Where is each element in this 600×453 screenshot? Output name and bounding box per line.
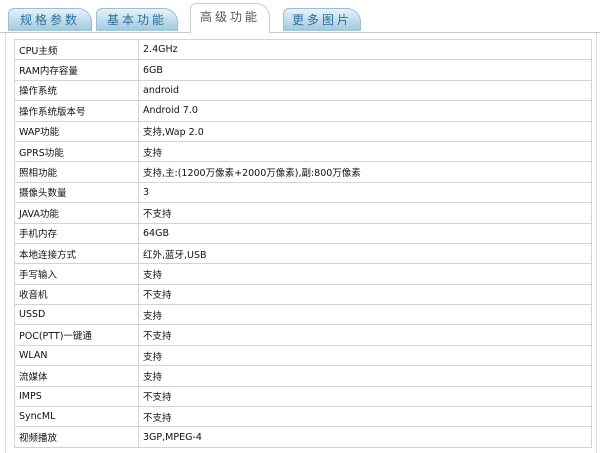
table-row: 视频播放 3GP,MPEG-4 <box>14 426 592 448</box>
spec-value: 64GB <box>138 222 592 244</box>
spec-value: 6GB <box>138 59 592 81</box>
spec-value: 3GP,MPEG-4 <box>138 426 592 448</box>
spec-name: 手机内存 <box>14 222 139 244</box>
table-row: 摄像头数量 3 <box>14 181 592 204</box>
table-row: 流媒体 支持 <box>14 365 592 387</box>
spec-value: 3 <box>138 181 592 204</box>
spec-value: 不支持 <box>138 324 592 346</box>
spec-value: android <box>138 79 592 102</box>
tab-basic-functions[interactable]: 基本功能 <box>96 8 178 31</box>
spec-name: 流媒体 <box>14 365 139 387</box>
tab-specs[interactable]: 规格参数 <box>8 8 92 31</box>
tab-more-images[interactable]: 更多图片 <box>283 8 361 31</box>
spec-value: 支持 <box>138 263 592 285</box>
spec-value: 支持 <box>138 304 592 326</box>
tab-advanced-functions[interactable]: 高级功能 <box>190 3 270 34</box>
table-row: IMPS 不支持 <box>14 385 592 408</box>
spec-name: 视频播放 <box>14 426 139 448</box>
spec-name: 手写输入 <box>14 263 139 285</box>
table-row: USSD 支持 <box>14 304 592 326</box>
spec-name: 摄像头数量 <box>14 181 139 204</box>
spec-value: 支持 <box>138 140 592 163</box>
table-row: WLAN 支持 <box>14 344 592 367</box>
table-row: POC(PTT)一键通 不支持 <box>14 324 592 346</box>
spec-name: 照相功能 <box>14 161 139 183</box>
spec-name: GPRS功能 <box>14 140 139 163</box>
spec-value: 支持,主:(1200万像素+2000万像素),副:800万像素 <box>138 161 592 183</box>
spec-name: 收音机 <box>14 283 139 306</box>
spec-name: POC(PTT)一键通 <box>14 324 139 346</box>
table-row: GPRS功能 支持 <box>14 140 592 163</box>
spec-name: WAP功能 <box>14 120 139 142</box>
spec-name: SyncML <box>14 406 139 428</box>
table-row: 照相功能 支持,主:(1200万像素+2000万像素),副:800万像素 <box>14 161 592 183</box>
table-row: JAVA功能 不支持 <box>14 202 592 224</box>
spec-name: 本地连接方式 <box>14 242 139 265</box>
spec-name: WLAN <box>14 344 139 367</box>
spec-table: CPU主频 2.4GHz RAM内存容量 6GB 操作系统 android 操作系统版本号 A… <box>14 38 592 448</box>
spec-name: IMPS <box>14 385 139 408</box>
spec-value: 支持,Wap 2.0 <box>138 120 592 142</box>
table-row: SyncML 不支持 <box>14 406 592 428</box>
table-row: CPU主频 2.4GHz <box>14 38 592 61</box>
table-row: 本地连接方式 红外,蓝牙,USB <box>14 242 592 265</box>
spec-value: 支持 <box>138 365 592 387</box>
spec-value: 不支持 <box>138 406 592 428</box>
table-row: 操作系统版本号 Android 7.0 <box>14 100 592 122</box>
table-row: 收音机 不支持 <box>14 283 592 306</box>
table-row: RAM内存容量 6GB <box>14 59 592 81</box>
spec-value: 2.4GHz <box>138 38 592 61</box>
spec-name: RAM内存容量 <box>14 59 139 81</box>
spec-value: 支持 <box>138 344 592 367</box>
spec-name: 操作系统 <box>14 79 139 102</box>
spec-name: 操作系统版本号 <box>14 100 139 122</box>
table-row: 手写输入 支持 <box>14 263 592 285</box>
spec-value: 不支持 <box>138 385 592 408</box>
table-row: 手机内存 64GB <box>14 222 592 244</box>
spec-value: Android 7.0 <box>138 100 592 122</box>
table-row: WAP功能 支持,Wap 2.0 <box>14 120 592 142</box>
spec-name: USSD <box>14 304 139 326</box>
table-row: 操作系统 android <box>14 79 592 102</box>
tab-bar: 规格参数 基本功能 高级功能 更多图片 <box>0 0 600 34</box>
spec-value: 不支持 <box>138 283 592 306</box>
spec-value: 不支持 <box>138 202 592 224</box>
spec-value: 红外,蓝牙,USB <box>138 242 592 265</box>
spec-panel: CPU主频 2.4GHz RAM内存容量 6GB 操作系统 android 操作系统版本号 A… <box>5 33 597 453</box>
spec-name: CPU主频 <box>14 38 139 61</box>
spec-name: JAVA功能 <box>14 202 139 224</box>
